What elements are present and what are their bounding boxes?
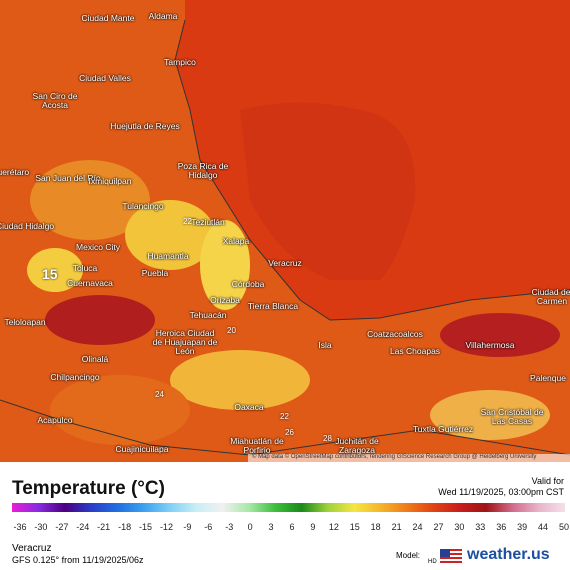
contour-label: 22 (280, 412, 289, 421)
location: Veracruz (12, 543, 52, 554)
city-label: Tampico (164, 57, 196, 67)
contour-label: 22 (183, 217, 192, 226)
city-label: San Juan del Río (35, 173, 101, 183)
city-label: Villahermosa (465, 340, 515, 350)
city-label: Olinalá (81, 354, 109, 364)
colorbar-tick-label: 36 (496, 522, 507, 532)
colorbar-tick-label: 30 (454, 522, 465, 532)
valid-label: Valid for (531, 476, 564, 486)
city-label: Ciudad del Carmen (531, 287, 570, 306)
colorbar-tick-label: 44 (538, 522, 549, 532)
colorbar-tick-label: -15 (139, 522, 153, 532)
city-label: Tierra Blanca (247, 301, 299, 311)
city-label: San Ciro de Acosta (32, 91, 78, 110)
city-label: Ciudad Valles (79, 73, 131, 83)
city-label: Ciudad Mante (81, 13, 135, 23)
city-label: Miahuatlán de Porfirio (230, 436, 284, 455)
city-label: Ciudad Hidalgo (0, 221, 55, 231)
city-label: Las Choapas (389, 346, 441, 356)
city-label: Huamantla (147, 251, 189, 261)
legend-title: Temperature (°C) (12, 478, 165, 499)
colorbar-tick-label: 24 (412, 522, 423, 532)
colorbar-tick-label: 9 (310, 522, 316, 532)
city-label: Aldama (148, 11, 178, 21)
colorbar-tick-label: -21 (97, 522, 111, 532)
city-label: Juchitán de Zaragoza (335, 436, 379, 455)
contour-label: 20 (227, 326, 236, 335)
colorbar-tick-label: -27 (55, 522, 69, 532)
contour-label: 24 (155, 390, 164, 399)
city-label: Oaxaca (234, 402, 264, 412)
city-label: Teloloapan (4, 317, 46, 327)
city-label: Acapulco (37, 415, 73, 425)
city-label: Tuxtla Gutiérrez (412, 424, 474, 434)
colorbar-tick-label: 0 (247, 522, 253, 532)
colorbar-tick-label: -6 (204, 522, 213, 532)
colorbar-tick-label: 50 (558, 522, 569, 532)
city-label: Tulancingo (122, 201, 164, 211)
city-label: Puebla (141, 268, 169, 278)
colorbar-tick-label: -30 (34, 522, 48, 532)
colorbar-tick-label: -12 (159, 522, 173, 532)
city-label: Isla (318, 340, 332, 350)
contour-label: 26 (285, 428, 294, 437)
colorbar-tick-label: 6 (289, 522, 295, 532)
map (0, 0, 570, 462)
city-label: Córdoba (231, 279, 265, 289)
city-label: Heroica Ciudad de Huajuapan de León (152, 328, 218, 356)
city-label: Coatzacoalcos (367, 329, 423, 339)
flag-icon (440, 549, 462, 563)
city-label: Tehuacán (189, 310, 227, 320)
city-label: Cuernavaca (67, 278, 113, 288)
brand[interactable]: weather.us (467, 546, 550, 563)
colorbar-tick-label: -9 (183, 522, 192, 532)
colorbar-tick-label: 18 (370, 522, 381, 532)
colorbar-tick-label: -3 (225, 522, 234, 532)
valid-time: Wed 11/19/2025, 03:00pm CST (438, 487, 564, 497)
city-label: Palenque (530, 373, 566, 383)
model-run: GFS 0.125° from 11/19/2025/06z (12, 555, 144, 565)
city-label: San Cristóbal de Las Casas (480, 407, 544, 426)
city-label: Xalapa (222, 236, 250, 246)
city-label: Ixmiquilpan (88, 176, 132, 186)
contour-label: 15 (42, 266, 58, 282)
colorbar-tick-label: 15 (349, 522, 360, 532)
model-badge: HD (428, 559, 437, 565)
city-label: Veracruz (268, 258, 302, 268)
colorbar-tick-label: 33 (475, 522, 486, 532)
legend-panel (0, 462, 570, 570)
colorbar-tick-label: -36 (13, 522, 27, 532)
city-label: Teziutlán (191, 217, 225, 227)
model-label: Model: (396, 551, 421, 560)
colorbar (12, 503, 565, 512)
city-label: Orizaba (210, 295, 240, 305)
colorbar-tick-label: 12 (328, 522, 339, 532)
colorbar-tick-label: 3 (268, 522, 274, 532)
city-label: Toluca (72, 263, 98, 273)
colorbar-tick-label: -24 (76, 522, 90, 532)
city-label: Mexico City (76, 242, 120, 252)
city-label: Cuajinicuilapa (115, 444, 169, 454)
city-label: Poza Rica de Hidalgo (177, 161, 229, 180)
city-label: Huejutla de Reyes (110, 121, 180, 131)
colorbar-tick-label: -18 (118, 522, 132, 532)
city-label: Querétaro (0, 167, 30, 177)
attribution: © Map data © OpenStreetMap contributors,… (252, 454, 537, 460)
city-label: Chilpancingo (50, 372, 100, 382)
colorbar-tick-label: 27 (433, 522, 444, 532)
colorbar-tick-label: 21 (391, 522, 402, 532)
contour-label: 28 (323, 434, 332, 443)
colorbar-tick-label: 39 (517, 522, 528, 532)
